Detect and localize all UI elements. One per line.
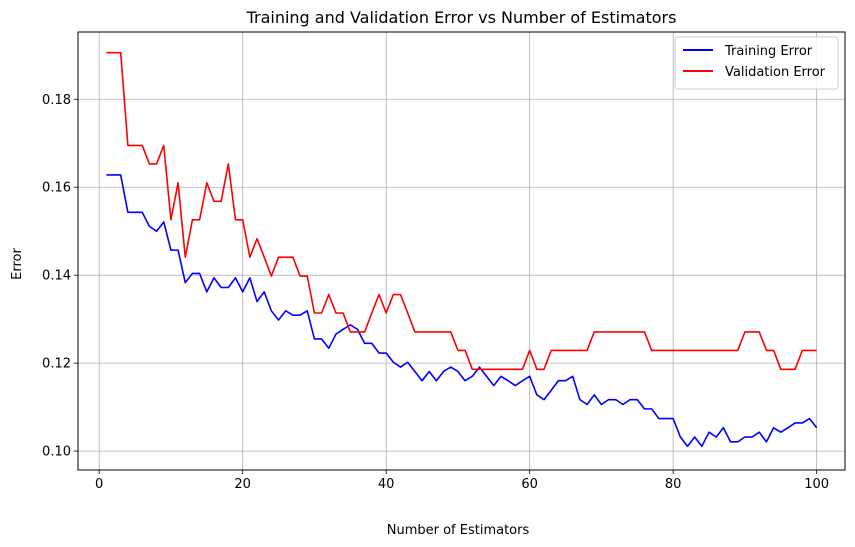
y-axis-label: Error <box>10 248 25 280</box>
series-line-validation-error <box>106 51 817 371</box>
x-tick-label: 100 <box>804 477 829 492</box>
x-tick-label: 80 <box>665 477 682 492</box>
series-line-training-error <box>106 174 818 448</box>
x-tick-label: 40 <box>378 477 395 492</box>
tick-layer: 0 20 40 60 80 100 0.10 0.12 0.14 0.16 0.18 <box>42 93 829 492</box>
legend-label-training: Training Error <box>724 44 813 59</box>
y-tick-label: 0.18 <box>42 93 71 108</box>
x-tick-label: 20 <box>234 477 251 492</box>
series-layer <box>106 51 818 448</box>
y-tick-label: 0.12 <box>42 357 71 372</box>
grid-layer <box>78 32 845 470</box>
chart-title: Training and Validation Error vs Number … <box>246 8 677 27</box>
x-axis-label: Number of Estimators <box>387 523 530 538</box>
y-tick-label: 0.16 <box>42 181 71 196</box>
y-tick-label: 0.10 <box>42 445 71 460</box>
x-tick-label: 0 <box>95 477 103 492</box>
legend-label-validation: Validation Error <box>725 65 826 80</box>
legend: Training Error Validation Error <box>674 36 839 90</box>
plot-area-frame <box>77 31 846 471</box>
y-tick-label: 0.14 <box>42 269 71 284</box>
x-tick-label: 60 <box>521 477 538 492</box>
legend-box <box>674 36 839 90</box>
